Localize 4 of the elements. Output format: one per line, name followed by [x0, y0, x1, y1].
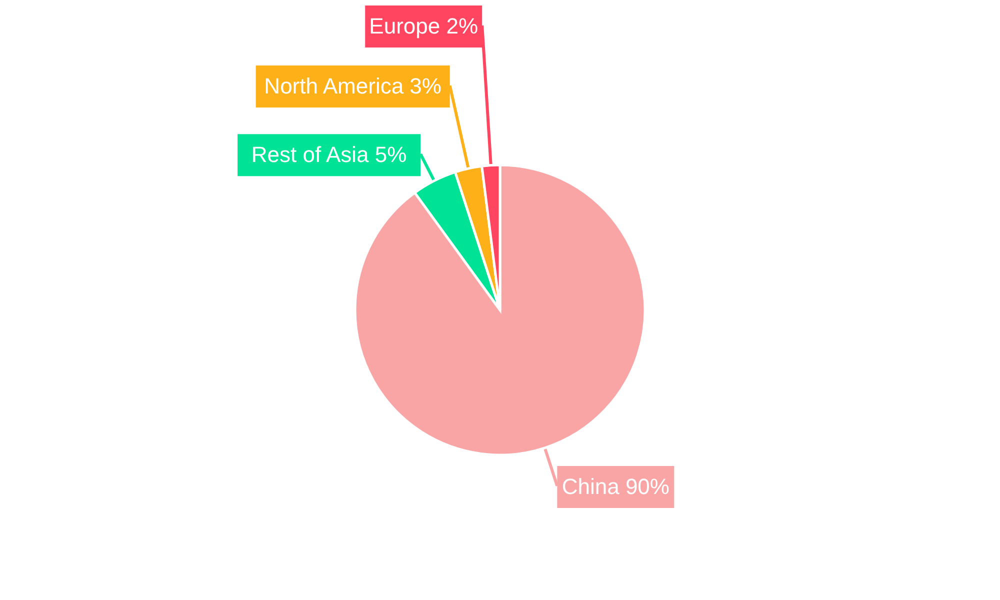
slice-label: Europe 2%	[369, 14, 478, 39]
slice-label: China 90%	[562, 474, 670, 499]
slice-label: Rest of Asia 5%	[251, 142, 407, 168]
slice-label: North America 3%	[264, 74, 442, 99]
